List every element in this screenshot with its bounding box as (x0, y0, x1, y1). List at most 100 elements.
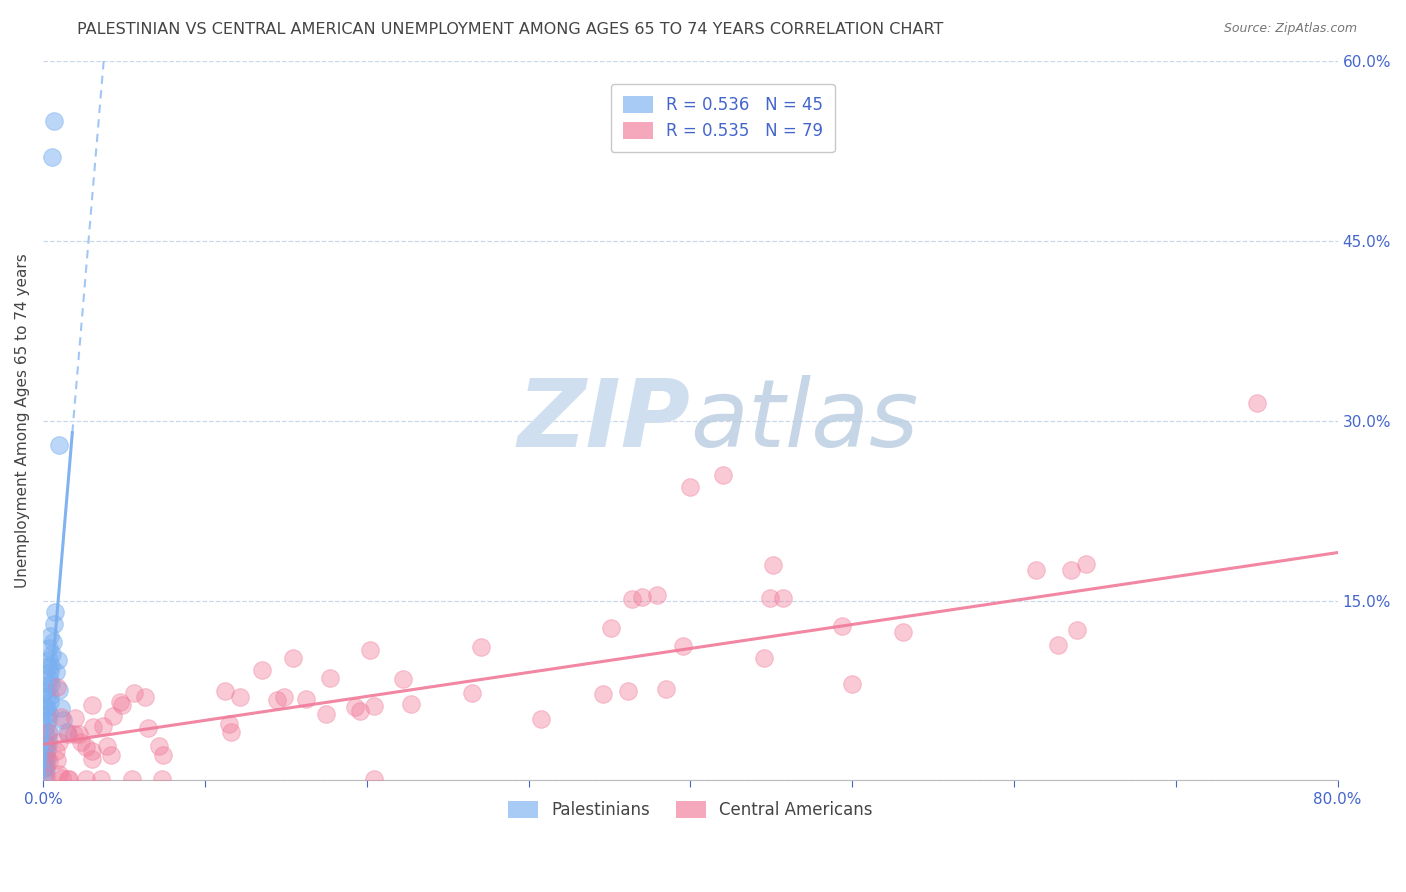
Point (37, 725, 59, 739)
Point (82, 698, 104, 713)
Point (294, 692, 316, 706)
Point (599, 621, 621, 635)
Point (48, 766, 70, 780)
Point (39, 690, 62, 704)
Point (34, 767, 56, 781)
Text: PALESTINIAN VS CENTRAL AMERICAN UNEMPLOYMENT AMONG AGES 65 TO 74 YEARS CORRELATI: PALESTINIAN VS CENTRAL AMERICAN UNEMPLOY… (77, 22, 943, 37)
Point (219, 724, 242, 739)
Point (35, 759, 58, 773)
Point (63, 727, 86, 741)
Point (37, 701, 59, 715)
Point (67, 727, 90, 741)
Point (672, 640, 695, 654)
Point (38, 695, 60, 709)
Point (35, 743, 58, 757)
Point (38, 641, 60, 656)
Point (32, 749, 55, 764)
Text: ZIP: ZIP (517, 375, 690, 467)
Point (45, 665, 67, 680)
Point (229, 690, 252, 705)
Point (35, 772, 58, 786)
Point (37, 714, 59, 728)
Point (82, 720, 104, 734)
Point (39, 630, 62, 644)
Point (34, 743, 56, 757)
Point (34, 737, 56, 751)
Point (1025, 563, 1047, 577)
Point (38, 672, 60, 686)
Point (48, 683, 70, 698)
Point (52, 714, 75, 728)
Point (150, 772, 173, 786)
Point (359, 643, 381, 657)
Text: atlas: atlas (690, 376, 918, 467)
Point (1246, 396, 1268, 410)
Point (49, 701, 72, 715)
Point (51, 771, 73, 785)
Point (34, 756, 56, 770)
Point (96, 739, 118, 754)
Point (44, 606, 66, 620)
Point (273, 690, 295, 705)
Point (621, 592, 644, 607)
Point (56, 725, 79, 739)
Point (37, 677, 59, 691)
Point (56, 727, 79, 741)
Point (38, 725, 60, 739)
Point (754, 651, 776, 665)
Point (48, 438, 70, 452)
Point (32, 761, 55, 775)
Point (592, 687, 614, 701)
Point (645, 588, 668, 602)
Point (530, 712, 553, 726)
Y-axis label: Unemployment Among Ages 65 to 74 years: Unemployment Among Ages 65 to 74 years (15, 253, 30, 588)
Point (103, 708, 125, 723)
Point (1059, 563, 1081, 577)
Point (42, 617, 65, 632)
Point (121, 772, 143, 786)
Point (1074, 557, 1097, 571)
Point (283, 651, 305, 665)
Point (80, 752, 103, 766)
Point (762, 558, 785, 572)
Point (266, 693, 288, 707)
Point (91, 719, 114, 733)
Point (134, 690, 156, 704)
Point (349, 704, 371, 718)
Point (35, 707, 58, 722)
Point (56, 772, 79, 786)
Point (315, 706, 337, 721)
Point (58, 772, 80, 786)
Point (38, 653, 60, 667)
Point (34, 764, 56, 778)
Point (460, 686, 482, 700)
Text: Source: ZipAtlas.com: Source: ZipAtlas.com (1223, 22, 1357, 36)
Point (343, 700, 366, 714)
Point (252, 663, 274, 677)
Point (75, 772, 97, 786)
Point (38, 755, 60, 769)
Point (617, 684, 640, 698)
Point (35, 719, 58, 733)
Point (111, 698, 134, 712)
Point (46, 653, 69, 667)
Point (37, 752, 59, 766)
Point (841, 677, 863, 691)
Point (711, 467, 734, 482)
Point (100, 747, 122, 762)
Point (34, 683, 56, 698)
Point (39, 677, 62, 691)
Point (48, 735, 70, 749)
Point (46, 680, 69, 694)
Point (70, 735, 93, 749)
Point (758, 591, 780, 605)
Point (152, 747, 174, 762)
Point (363, 772, 385, 786)
Point (41, 150, 63, 164)
Point (34, 701, 56, 715)
Point (49, 710, 72, 724)
Point (37, 659, 59, 673)
Point (1066, 623, 1088, 637)
Point (122, 686, 145, 700)
Point (82, 744, 104, 758)
